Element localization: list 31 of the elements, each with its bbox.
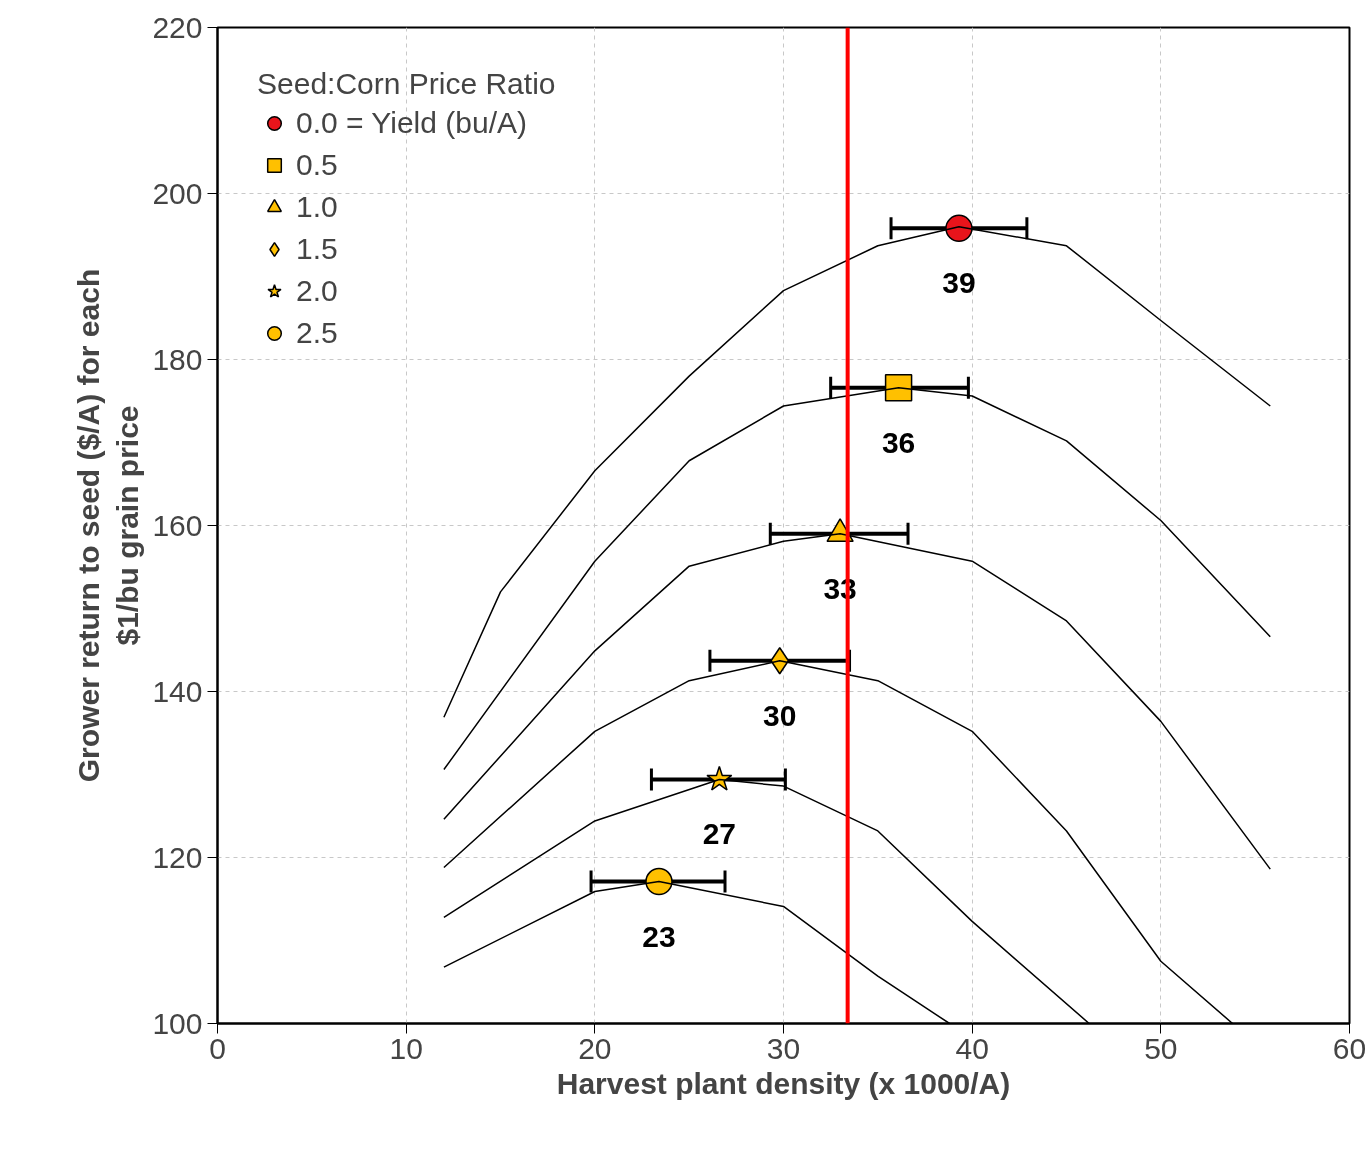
legend-label: 0.0 = Yield (bu/A) [296,106,527,140]
y-axis-title: Grower return to seed ($/A) for each $1/bu grain price [71,268,145,783]
x-tick-label: 40 [955,1031,989,1065]
annotation: 39 [942,266,976,300]
x-tick-label: 10 [389,1031,423,1065]
annotation: 30 [763,698,797,732]
legend-label: 2.0 [296,274,338,308]
point [945,214,973,243]
y-tick-label: 220 [152,10,203,44]
y-tick-label: 120 [152,840,203,874]
x-tick-label: 50 [1144,1031,1178,1065]
y-tick-label: 180 [152,342,203,376]
annotation: 23 [642,919,676,953]
y-tick-label: 200 [152,176,203,210]
legend-label: 1.5 [296,232,338,266]
y-tick-label: 100 [152,1006,203,1040]
x-tick-label: 0 [209,1031,226,1065]
annotation: 27 [702,817,737,851]
point [645,867,673,896]
y-tick-label: 160 [152,508,203,542]
x-tick-label: 60 [1332,1031,1367,1065]
legend-label: 2.5 [296,316,338,350]
x-tick-label: 20 [578,1031,612,1065]
point [884,373,913,402]
legend-label: 1.0 [296,190,338,224]
x-tick-label: 30 [766,1031,801,1065]
legend-label: 0.5 [296,148,338,182]
legend-title: Seed:Corn Price Ratio [257,67,556,101]
y-tick-label: 140 [152,674,203,708]
x-axis-title: Harvest plant density (x 1000/A) [556,1066,1011,1100]
annotation: 36 [881,425,916,459]
